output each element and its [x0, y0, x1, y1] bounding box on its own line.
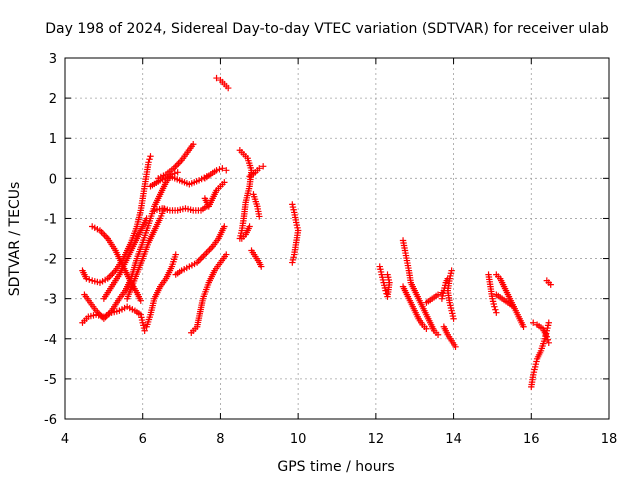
y-tick-label: -5 — [44, 373, 57, 388]
x-tick-label: 14 — [445, 432, 462, 447]
x-tick-label: 4 — [61, 432, 69, 447]
data-point — [223, 167, 230, 174]
data-point-fill — [101, 232, 108, 239]
y-tick-label: 0 — [49, 172, 57, 187]
data-point — [256, 165, 263, 172]
data-point-fill — [146, 156, 153, 163]
data-point — [221, 179, 228, 186]
data-point-fill — [544, 336, 551, 343]
data-point — [174, 169, 181, 176]
data-point — [223, 251, 230, 258]
data-point — [137, 297, 144, 304]
data-point-fill — [102, 233, 110, 241]
y-tick-label: -1 — [44, 212, 57, 227]
data-point-fill — [99, 230, 107, 237]
data-point-fill — [492, 306, 499, 313]
y-tick-label: 2 — [49, 92, 57, 107]
data-point — [143, 215, 150, 222]
y-tick-label: -4 — [44, 333, 57, 348]
data-point-fill — [98, 228, 105, 236]
data-point-fill — [107, 272, 115, 279]
data-point — [545, 339, 552, 346]
data-point — [83, 275, 90, 282]
data-point — [190, 141, 197, 148]
y-axis-label: SDTVAR / TECUs — [7, 182, 23, 297]
data-point — [219, 165, 226, 172]
data-point-fill — [175, 160, 182, 167]
data-point — [256, 213, 263, 220]
data-point-fill — [106, 273, 113, 281]
plot-frame — [64, 57, 610, 420]
data-point-fill — [198, 254, 205, 261]
data-point — [423, 325, 430, 332]
x-tick-label: 6 — [139, 432, 147, 447]
data-point — [493, 309, 500, 316]
data-point-fill — [216, 166, 223, 173]
data-point — [530, 319, 537, 326]
data-point — [545, 319, 552, 326]
data-point — [259, 163, 267, 170]
chart-title: Day 198 of 2024, Sidereal Day-to-day VTE… — [45, 21, 609, 37]
data-point — [543, 333, 551, 340]
data-point-fill — [207, 244, 215, 252]
data-point — [450, 315, 457, 322]
data-point-fill — [203, 249, 210, 257]
data-point — [434, 291, 442, 298]
data-point — [213, 167, 220, 174]
x-tick-label: 16 — [523, 432, 540, 447]
data-point — [225, 84, 232, 92]
data-points — [79, 74, 554, 391]
y-tick-label: 1 — [49, 132, 57, 147]
data-point — [145, 159, 152, 166]
data-point-fill — [173, 161, 181, 169]
data-point — [246, 223, 253, 230]
data-point — [141, 327, 148, 334]
grid-layer — [65, 58, 609, 419]
data-point — [201, 251, 209, 258]
data-point-fill — [206, 246, 213, 253]
x-tick-label: 18 — [601, 432, 618, 447]
data-point — [221, 223, 228, 230]
y-tick-label: -2 — [44, 253, 57, 268]
data-point-fill — [172, 163, 179, 170]
data-point-fill — [204, 248, 212, 255]
y-tick-label: -3 — [44, 293, 57, 308]
y-tick-label: 3 — [49, 52, 57, 67]
data-point — [510, 303, 517, 310]
data-point — [384, 271, 391, 278]
data-point — [172, 251, 179, 258]
data-point — [434, 331, 442, 338]
data-point-fill — [197, 256, 204, 263]
data-point — [258, 263, 265, 270]
y-tick-label: -6 — [44, 413, 57, 428]
data-point — [289, 259, 296, 266]
data-point-fill — [176, 158, 184, 166]
x-tick-label: 8 — [216, 432, 224, 447]
data-point — [147, 153, 154, 160]
data-point — [520, 323, 527, 330]
x-tick-label: 12 — [368, 432, 385, 447]
x-tick-label: 10 — [290, 432, 307, 447]
data-point — [547, 281, 554, 288]
x-axis-label: GPS time / hours — [277, 459, 394, 475]
data-point — [452, 343, 459, 350]
data-point-fill — [109, 270, 116, 277]
data-point — [213, 74, 220, 82]
data-point — [491, 303, 498, 310]
data-point-fill — [86, 276, 93, 283]
